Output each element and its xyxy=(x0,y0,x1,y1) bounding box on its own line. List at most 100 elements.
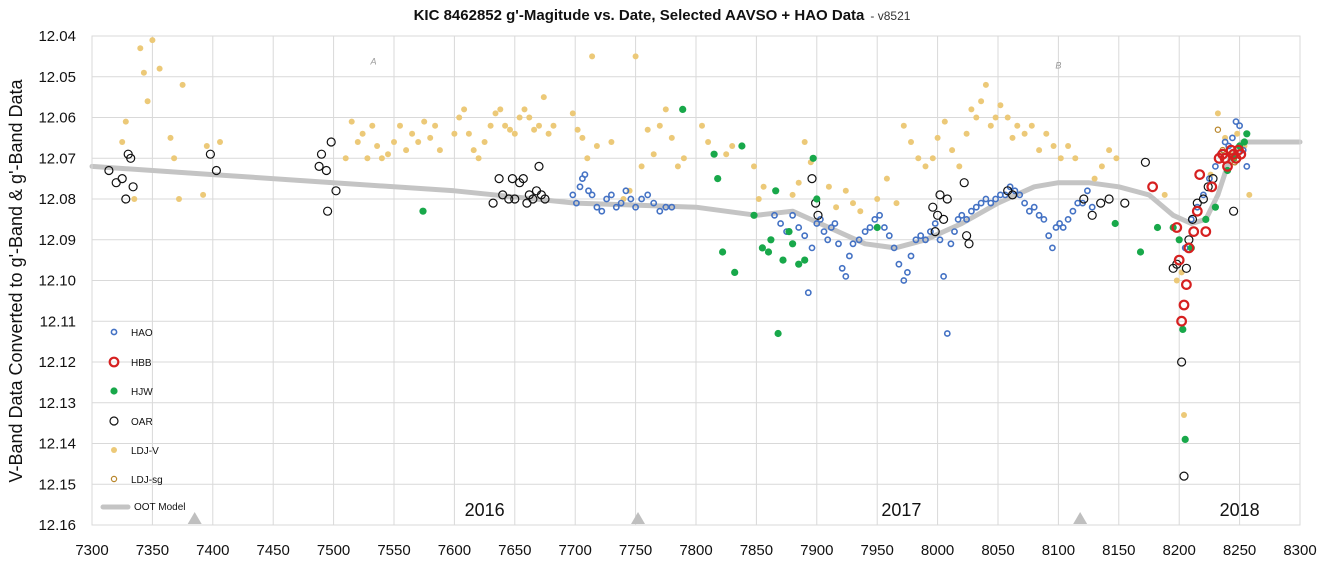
year-label: 2018 xyxy=(1220,500,1260,520)
hbb-point xyxy=(1183,242,1195,254)
ldj-v-point xyxy=(475,155,482,162)
data-points-layer xyxy=(104,37,1253,481)
ldj-v-point xyxy=(963,130,970,137)
oar-point xyxy=(1176,357,1187,367)
hjw-point xyxy=(1181,435,1189,443)
hao-point xyxy=(638,195,645,203)
ldj-v-point xyxy=(179,81,186,88)
hao-point xyxy=(668,203,676,211)
ldj-v-point xyxy=(403,147,410,154)
hao-point xyxy=(656,207,664,215)
ldj-v-point xyxy=(1014,122,1021,129)
hbb-point xyxy=(1206,181,1218,193)
legend-label-oot-model: OOT Model xyxy=(134,502,186,513)
year-label: 2017 xyxy=(881,500,921,520)
hao-point xyxy=(801,232,809,240)
hao-point xyxy=(855,236,863,244)
hao-point xyxy=(1236,122,1243,130)
hjw-point xyxy=(1153,223,1162,232)
oar-point xyxy=(314,161,324,171)
ldj-v-point xyxy=(680,155,687,162)
ldj-v-point xyxy=(1050,143,1057,149)
ldj-v-point xyxy=(456,114,463,121)
ldj-v-point xyxy=(915,155,922,162)
y-tick-label: 12.09 xyxy=(38,232,76,249)
ldj-v-point xyxy=(550,122,557,129)
oar-point xyxy=(1187,214,1198,224)
ldj-v-point xyxy=(850,200,856,207)
plot-area-border xyxy=(91,35,1301,526)
hbb-point xyxy=(1191,205,1203,217)
ldj-v-point xyxy=(987,122,994,129)
oar-point xyxy=(504,194,514,204)
hao-point xyxy=(931,220,939,227)
ldj-v-point xyxy=(461,106,468,113)
legend-marker-ldj-sg xyxy=(110,475,118,483)
hao-point xyxy=(831,220,839,227)
hao-point xyxy=(585,187,592,195)
hao-point xyxy=(849,240,857,248)
oar-point xyxy=(494,174,504,184)
hbb-point xyxy=(1200,226,1212,238)
ldj-v-point xyxy=(1009,134,1016,141)
hjw-point xyxy=(774,329,782,338)
oar-point xyxy=(1120,198,1130,208)
hao-point xyxy=(1232,118,1240,125)
y-tick-label: 12.10 xyxy=(38,273,76,290)
hjw-point xyxy=(719,248,727,256)
y-axis-label: V-Band Data Converted to g'-Band & g'-Ba… xyxy=(6,78,26,482)
ldj-v-point xyxy=(354,139,361,145)
ldj-v-point xyxy=(507,126,513,133)
hao-point xyxy=(1035,211,1043,219)
hao-point xyxy=(576,183,584,191)
x-tick-label: 7700 xyxy=(559,542,592,559)
hjw-point xyxy=(1179,325,1187,333)
ldj-v-point xyxy=(481,139,488,145)
ldj-v-point xyxy=(451,130,458,137)
x-tick-label: 8050 xyxy=(981,542,1014,559)
oar-point xyxy=(961,231,972,241)
oar-point xyxy=(121,194,131,204)
ldj-v-point xyxy=(674,163,681,170)
ldj-v-point xyxy=(131,196,138,202)
ldj-v-point xyxy=(584,155,591,162)
y-tick-label: 12.04 xyxy=(38,28,76,45)
ldj-v-point xyxy=(908,139,914,145)
ldj-v-point xyxy=(385,151,391,158)
x-tick-label: 7400 xyxy=(196,542,229,559)
ldj-v-point xyxy=(1178,269,1185,276)
hao-point xyxy=(1084,187,1091,195)
hao-point xyxy=(632,203,639,211)
hjw-point xyxy=(1240,138,1248,146)
oar-point xyxy=(928,202,938,212)
oar-point xyxy=(498,190,508,200)
ldj-v-point xyxy=(1173,277,1180,284)
gridlines xyxy=(91,35,1301,526)
triangle-marker xyxy=(631,512,646,524)
y-tick-label: 12.12 xyxy=(38,354,76,371)
ldj-v-point xyxy=(516,114,523,121)
hao-point xyxy=(1059,224,1067,231)
hjw-point xyxy=(714,175,722,183)
ldj-v-point xyxy=(137,45,144,52)
ldj-v-point xyxy=(167,134,174,141)
ldj-v-point xyxy=(632,53,639,60)
oar-point xyxy=(331,186,341,196)
ldj-v-point xyxy=(760,183,767,190)
hjw-point xyxy=(738,142,746,150)
x-tick-label: 7300 xyxy=(75,542,108,559)
oar-point xyxy=(518,174,528,184)
triangle-marker xyxy=(1073,512,1088,524)
hjw-point xyxy=(1136,248,1145,256)
hao-point xyxy=(588,191,596,199)
oar-point xyxy=(1179,471,1189,481)
y-tick-labels: 12.04 12.05 12.06 12.07 12.08 12.09 12.10 12.11… xyxy=(38,28,76,534)
hao-point xyxy=(1088,203,1096,211)
x-tick-label: 8300 xyxy=(1283,542,1316,559)
oar-point xyxy=(935,190,945,200)
oar-point xyxy=(321,165,331,176)
hjw-point xyxy=(731,268,739,276)
x-tick-label: 8250 xyxy=(1223,542,1256,559)
ldj-v-point xyxy=(492,110,499,117)
hao-point xyxy=(958,211,966,219)
